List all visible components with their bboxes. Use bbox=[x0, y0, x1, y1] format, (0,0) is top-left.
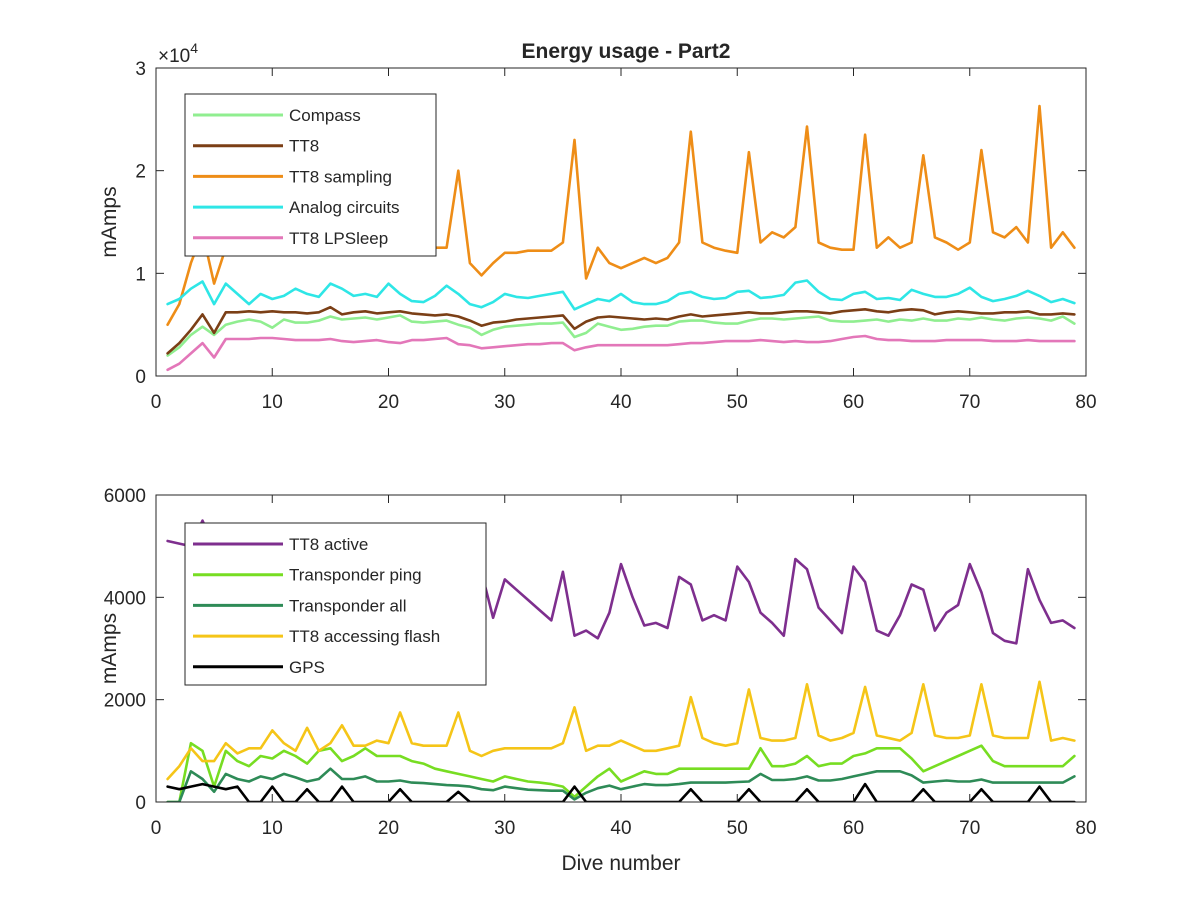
x-tick-label: 0 bbox=[151, 392, 162, 413]
x-tick-label: 30 bbox=[494, 392, 515, 413]
legend-label: TT8 accessing flash bbox=[289, 627, 440, 646]
legend: TT8 active Transponder ping Transponder al… bbox=[184, 522, 487, 686]
legend-label: TT8 bbox=[289, 137, 319, 156]
legend-label: TT8 LPSleep bbox=[289, 229, 388, 248]
y-axis-label: mAmps bbox=[98, 613, 121, 684]
series-line-tt8-lpsleep bbox=[166, 334, 1076, 372]
x-tick-label: 50 bbox=[727, 818, 748, 839]
legend-label: GPS bbox=[289, 658, 325, 677]
axes-panel-2: 0 10 20 30 40 50 60 70 80 0 2000 4000 6000 mAmps Dive … bbox=[98, 486, 1097, 875]
series-line-tt8-accessing-flash bbox=[166, 680, 1076, 781]
legend-label: Compass bbox=[289, 106, 361, 125]
y-tick-label: 4000 bbox=[104, 588, 146, 609]
x-tick-label: 0 bbox=[151, 818, 162, 839]
series-line-tt8 bbox=[166, 305, 1076, 355]
y-tick-label: 3 bbox=[135, 59, 146, 80]
y-tick-label: 1 bbox=[135, 264, 146, 285]
y-tick-label: 6000 bbox=[104, 486, 146, 507]
x-tick-label: 60 bbox=[843, 392, 864, 413]
x-tick-label: 70 bbox=[959, 392, 980, 413]
x-tick-label: 30 bbox=[494, 818, 515, 839]
legend-label: Transponder ping bbox=[289, 566, 422, 585]
y-tick-label: 0 bbox=[135, 793, 146, 814]
series-group bbox=[166, 519, 1076, 802]
x-tick-label: 40 bbox=[610, 392, 631, 413]
x-axis-label: Dive number bbox=[561, 852, 680, 875]
legend-label: Transponder all bbox=[289, 596, 407, 615]
x-tick-label: 70 bbox=[959, 818, 980, 839]
y-axis-label: mAmps bbox=[98, 186, 121, 257]
x-tick-label: 80 bbox=[1075, 392, 1096, 413]
x-tick-label: 40 bbox=[610, 818, 631, 839]
series-line-gps bbox=[166, 782, 1076, 802]
x-tick-label: 10 bbox=[262, 392, 283, 413]
legend: Compass TT8 TT8 sampling Analog circuits TT8… bbox=[184, 93, 437, 257]
series-line-transponder-all bbox=[166, 767, 1076, 802]
x-tick-label: 20 bbox=[378, 392, 399, 413]
x-tick-label: 10 bbox=[262, 818, 283, 839]
legend-label: TT8 active bbox=[289, 535, 368, 554]
x-tick-label: 60 bbox=[843, 818, 864, 839]
axes-panel-1: 0 10 20 30 40 50 60 70 80 0 1 2 3 ×104 Energy usage - … bbox=[98, 40, 1097, 413]
chart-title: Energy usage - Part2 bbox=[522, 40, 731, 63]
legend-label: TT8 sampling bbox=[289, 167, 392, 186]
x-tick-label: 20 bbox=[378, 818, 399, 839]
legend-label: Analog circuits bbox=[289, 198, 400, 217]
y-tick-label: 2000 bbox=[104, 691, 146, 712]
series-line-compass bbox=[166, 314, 1076, 357]
y-exponent-label: ×104 bbox=[158, 40, 198, 67]
x-tick-label: 80 bbox=[1075, 818, 1096, 839]
y-tick-label: 2 bbox=[135, 162, 146, 183]
x-tick-label: 50 bbox=[727, 392, 748, 413]
y-tick-label: 0 bbox=[135, 367, 146, 388]
series-line-analog-circuits bbox=[166, 279, 1076, 311]
